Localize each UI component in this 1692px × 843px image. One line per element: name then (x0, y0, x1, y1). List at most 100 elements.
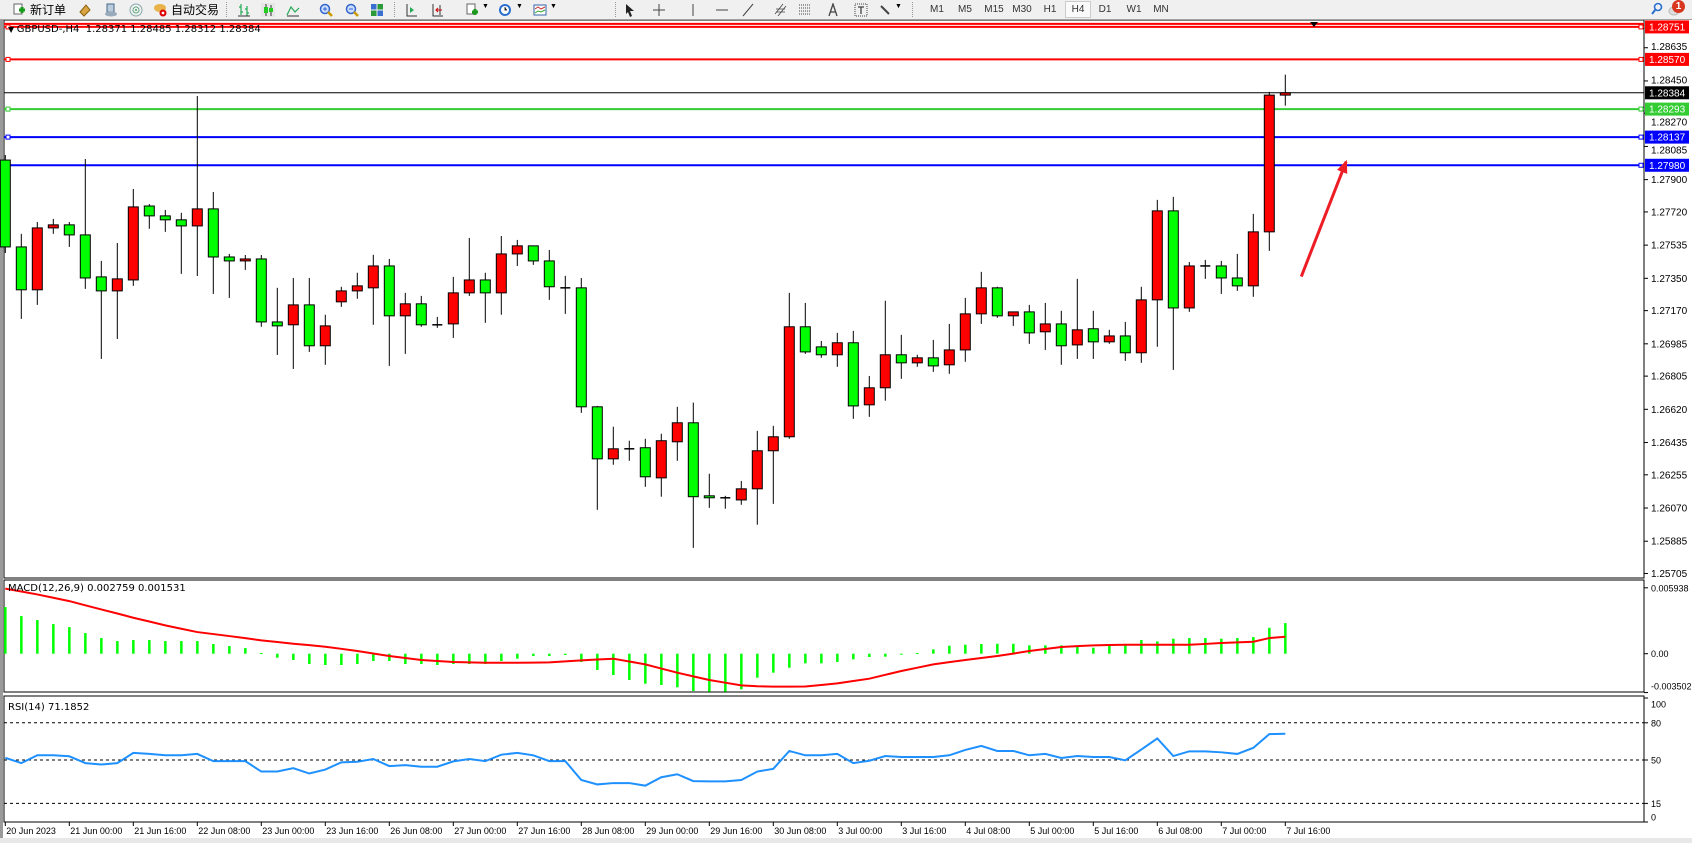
notifications-button[interactable]: 1 (1668, 0, 1685, 17)
templates-icon[interactable] (533, 3, 547, 17)
candle (591, 405, 603, 510)
indicators-icon[interactable] (465, 3, 479, 17)
macd-histogram-bar (644, 653, 647, 684)
candle (111, 242, 123, 339)
macd-histogram-bar (100, 638, 103, 654)
annotation-arrow[interactable] (1299, 159, 1348, 278)
line-handle (5, 106, 11, 112)
new-order-button[interactable]: 新订单 (12, 1, 66, 18)
candle (1071, 278, 1083, 359)
timeframe-mn-button[interactable]: MN (1153, 4, 1169, 15)
candle-body (79, 234, 91, 279)
candle (847, 330, 859, 419)
macd-histogram-bar (484, 653, 487, 665)
rsi-axis-label: 80 (1651, 718, 1661, 728)
price-tag (1645, 20, 1689, 34)
search-icon[interactable] (1650, 2, 1664, 16)
line-handle (5, 134, 11, 140)
collapse-triangle-icon[interactable]: ▼ (8, 25, 17, 34)
text-label-icon[interactable] (854, 3, 868, 17)
navigator-icon[interactable] (104, 3, 118, 17)
candle (655, 433, 667, 497)
candle (1183, 261, 1195, 312)
price-axis-label: 1.27535 (1651, 241, 1688, 252)
chevron-down-icon[interactable]: ▼ (550, 3, 557, 10)
autoscroll-icon[interactable] (430, 3, 444, 17)
timeframe-w1-button[interactable]: W1 (1126, 4, 1142, 15)
macd-histogram-bar (628, 653, 631, 681)
price-tag-label: 1.28137 (1649, 133, 1686, 144)
candle-body (223, 256, 235, 262)
macd-histogram-bar (820, 653, 823, 664)
timeframe-h1-button[interactable]: H1 (1043, 4, 1057, 15)
auto-trading-button[interactable]: 自动交易 (153, 1, 219, 18)
trendline-icon[interactable] (741, 3, 755, 17)
candle (367, 254, 379, 325)
candle (511, 239, 523, 266)
chevron-down-icon[interactable]: ▼ (895, 3, 902, 10)
signals-icon[interactable] (129, 3, 143, 17)
vertical-line-icon[interactable] (686, 3, 700, 17)
macd-histogram-bar (724, 653, 727, 692)
zoom-in-icon[interactable] (319, 3, 333, 17)
time-axis-label: 20 Jun 2023 (6, 826, 56, 836)
macd-histogram-bar (420, 653, 423, 665)
candle (767, 425, 779, 504)
horizontal-line-icon[interactable] (715, 3, 729, 17)
macd-histogram-bar (1268, 627, 1271, 654)
candle-body (863, 387, 875, 406)
candle-body (15, 246, 27, 291)
candle (799, 302, 811, 354)
candle-body (591, 406, 603, 460)
macd-histogram-bar (84, 633, 87, 654)
horizontal-line[interactable]: 1.27980 (4, 158, 1689, 172)
line-handle (1638, 134, 1644, 140)
cursor-icon[interactable] (623, 3, 637, 17)
timeframe-m30-button[interactable]: M30 (1012, 4, 1032, 15)
candle (191, 96, 203, 276)
horizontal-line[interactable]: 1.28570 (4, 52, 1689, 66)
chevron-down-icon[interactable]: ▼ (516, 3, 523, 10)
timeframe-m1-button[interactable]: M1 (930, 4, 944, 15)
timeframe-m15-button[interactable]: M15 (984, 4, 1004, 15)
text-icon[interactable] (826, 3, 840, 17)
time-axis-label: 5 Jul 16:00 (1094, 826, 1138, 836)
candle (863, 375, 875, 417)
timeframe-h4-button[interactable]: H4 (1065, 1, 1091, 18)
macd-histogram-bar (132, 640, 135, 654)
macd-histogram-bar (180, 641, 183, 654)
chart-shift-icon[interactable] (404, 3, 418, 17)
equidistant-channel-icon[interactable] (774, 3, 788, 17)
bar-chart-icon[interactable] (237, 3, 251, 17)
candle-body (287, 304, 299, 326)
fibonacci-icon[interactable] (798, 3, 812, 17)
tile-windows-icon[interactable] (370, 3, 384, 17)
zoom-out-icon[interactable] (345, 3, 359, 17)
macd-histogram-bar (836, 653, 839, 663)
market-watch-icon[interactable] (78, 3, 92, 17)
candle-body (847, 342, 859, 407)
candle-body (799, 326, 811, 353)
crosshair-icon[interactable] (652, 3, 666, 17)
chevron-down-icon[interactable]: ▼ (482, 3, 489, 10)
candle (95, 260, 107, 359)
chart-canvas[interactable]: 1.28635 1.28450 1.28270 1.28085 1.27900 1.277… (0, 20, 1692, 843)
price-axis-label: 1.26985 (1651, 339, 1688, 350)
timeframe-m5-button[interactable]: M5 (958, 4, 972, 15)
periods-icon[interactable] (498, 3, 512, 17)
horizontal-line[interactable]: 1.28137 (4, 130, 1689, 144)
candlestick-icon[interactable] (261, 3, 275, 17)
macd-histogram-bar (1236, 638, 1239, 654)
arrows-icon[interactable] (878, 3, 892, 17)
macd-histogram-bar (500, 653, 503, 662)
horizontal-line[interactable]: 1.28751 (4, 20, 1689, 34)
macd-legend: MACD(12,26,9) 0.002759 0.001531 (8, 583, 186, 594)
horizontal-line[interactable]: 1.28293 (4, 102, 1689, 116)
new-order-icon (13, 3, 25, 14)
candle (671, 406, 683, 461)
timeframe-d1-button[interactable]: D1 (1098, 4, 1112, 15)
macd-histogram-bar (276, 653, 279, 658)
candle-body (303, 304, 315, 347)
line-chart-icon[interactable] (286, 3, 300, 17)
candle (175, 212, 187, 274)
